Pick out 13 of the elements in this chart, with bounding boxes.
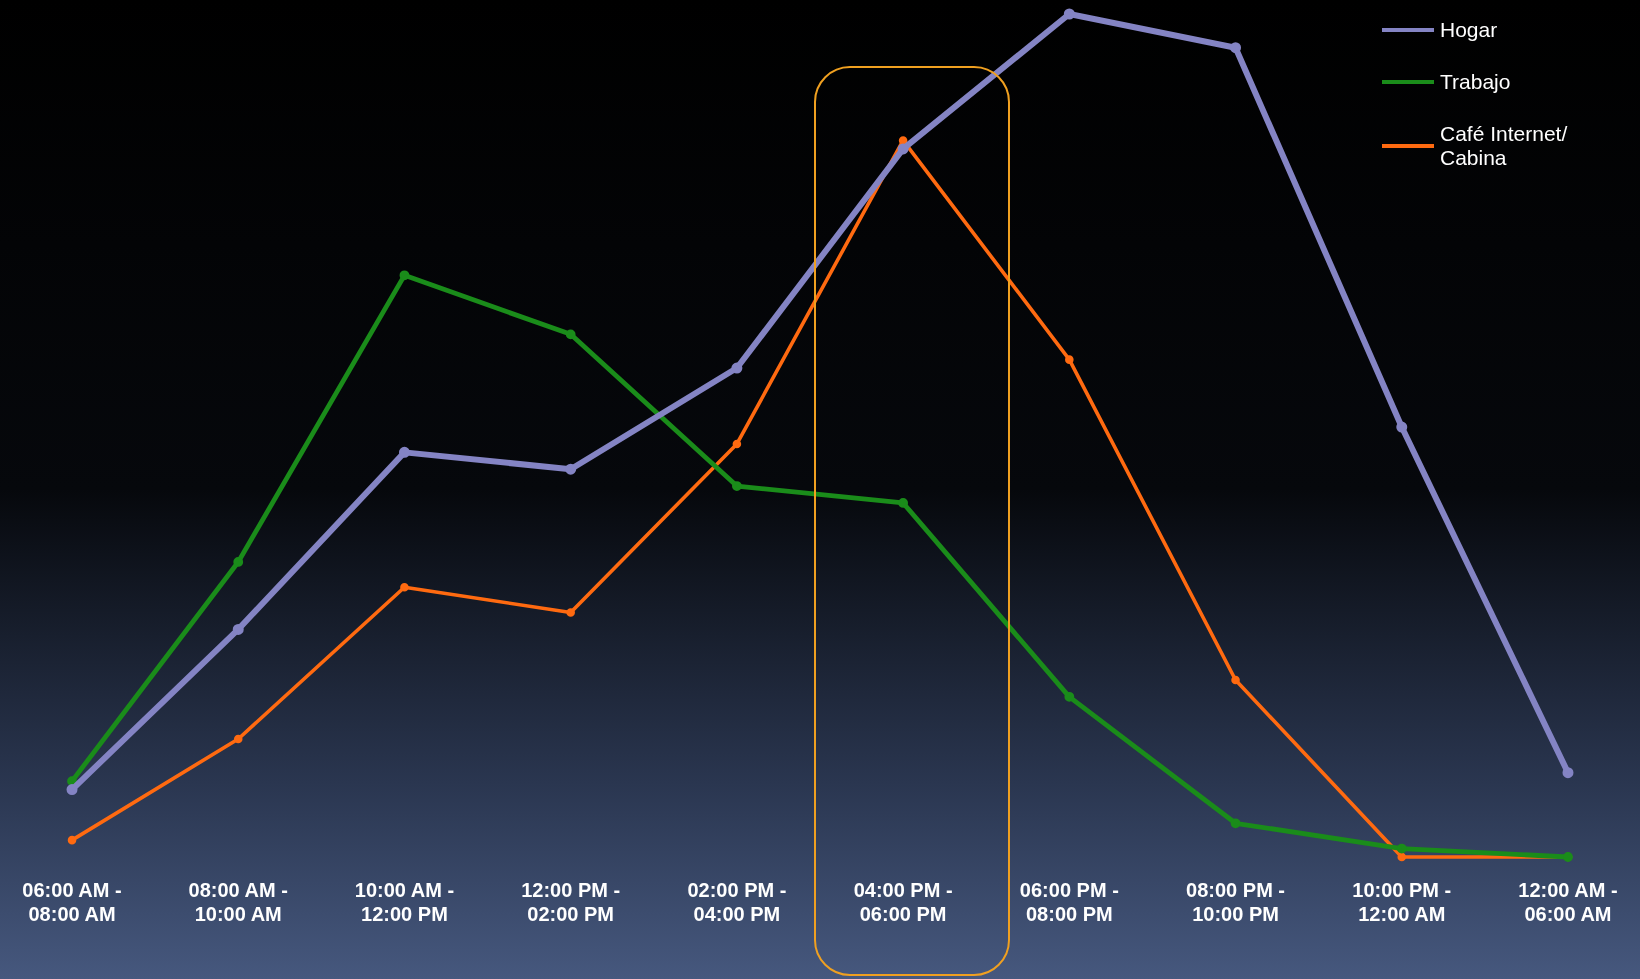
x-tick-label: 02:00 PM - 04:00 PM xyxy=(687,878,787,925)
x-tick-label: 12:00 AM - 06:00 AM xyxy=(1518,878,1618,925)
x-tick-label: 12:00 PM - 02:00 PM xyxy=(521,878,621,925)
x-tick-label: 10:00 AM - 12:00 PM xyxy=(354,878,455,925)
x-tick-label: 10:00 PM - 12:00 AM xyxy=(1352,878,1452,925)
x-tick-label: 06:00 PM - 08:00 PM xyxy=(1019,878,1119,925)
legend-label: Trabajo xyxy=(1440,70,1511,94)
x-tick-label: 04:00 PM - 06:00 PM xyxy=(853,878,953,925)
x-tick-label: 08:00 PM - 10:00 PM xyxy=(1186,878,1286,925)
x-tick-label: 08:00 AM - 10:00 AM xyxy=(188,878,288,925)
x-tick-label: 06:00 AM - 08:00 AM xyxy=(22,878,122,925)
legend-label: Hogar xyxy=(1440,18,1498,42)
legend-label: Café Internet/ Cabina xyxy=(1440,122,1569,170)
